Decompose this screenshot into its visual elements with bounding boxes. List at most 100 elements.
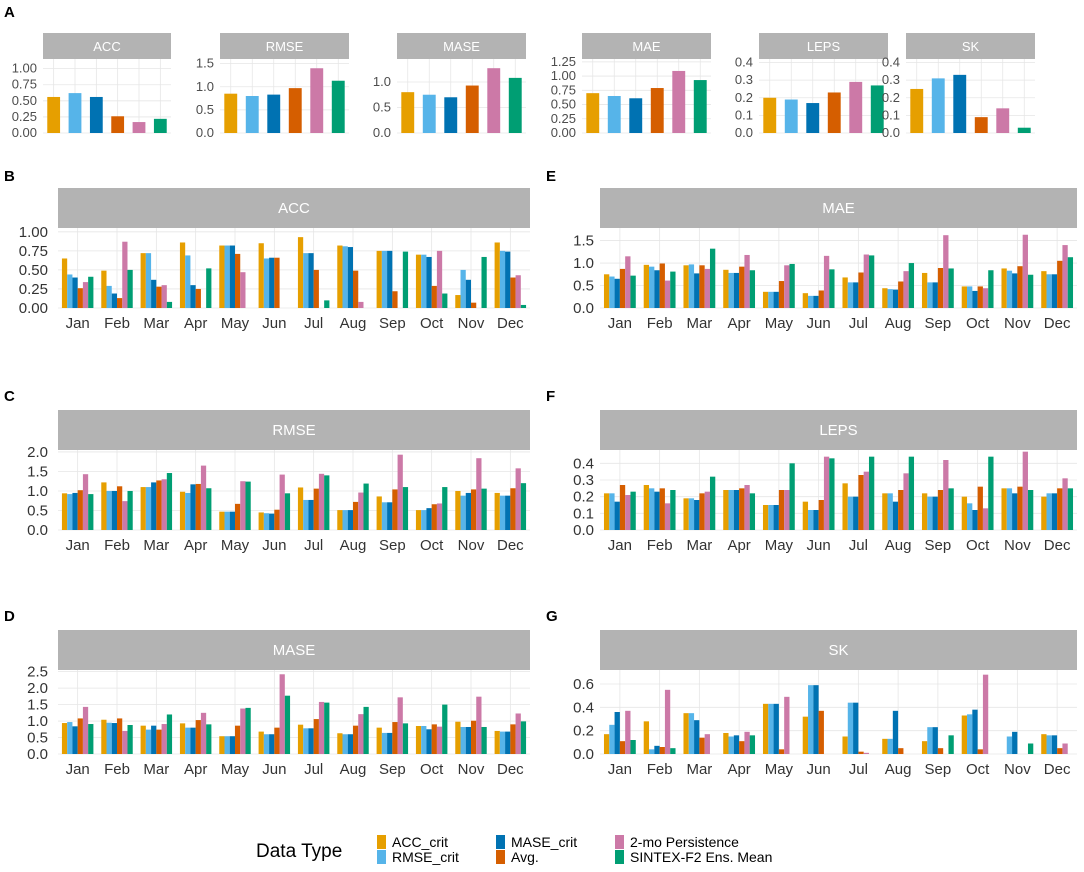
- bar-sintex-f2-ens-mean-mar: [166, 714, 173, 754]
- bar-2-mo-persistence-dec: [515, 713, 521, 754]
- bar-avg-jan: [619, 268, 626, 308]
- bar-2-mo-persistence: [996, 108, 1010, 133]
- bar-mase-crit-jul: [853, 496, 859, 530]
- x-tick-label: Nov: [1004, 537, 1031, 554]
- bar-2-mo-persistence-mar: [704, 268, 710, 308]
- y-tick-label: 0.2: [573, 489, 594, 506]
- bar-avg-dec: [1057, 260, 1063, 308]
- bar-2-mo-persistence-feb: [664, 689, 671, 754]
- bar-acc-crit-dec: [494, 242, 500, 308]
- bar-rmse-crit-mar: [688, 713, 695, 754]
- bar-avg-jun: [818, 290, 824, 308]
- bar-acc-crit-mar: [140, 487, 146, 530]
- panel-e-mae: 0.0 0.5 1.0 1.5 Jan Feb Mar Apr May Jun Jul Aug Sep O…: [573, 188, 1077, 332]
- bar-rmse-crit-jul: [847, 702, 854, 754]
- bar-mase-crit-nov: [465, 279, 471, 308]
- bar-avg-sep: [392, 722, 398, 754]
- bar-rmse-crit-aug: [887, 738, 893, 754]
- bar-mase-crit-feb: [654, 745, 660, 754]
- bar-rmse-crit-aug: [887, 493, 893, 530]
- y-tick-label: 1.0: [373, 74, 391, 89]
- bar-mase-crit: [267, 94, 281, 133]
- bar-2-mo-persistence-feb: [664, 503, 671, 530]
- bar-avg-jan: [77, 718, 83, 754]
- bar-acc-crit-sep: [921, 272, 928, 308]
- bar-avg-nov: [471, 302, 477, 308]
- x-tick-label: Dec: [1044, 761, 1071, 778]
- bar-avg-nov: [471, 489, 477, 530]
- bar-acc-crit-apr: [723, 490, 729, 530]
- bar-avg: [465, 85, 479, 133]
- bar-mase-crit-mar: [151, 725, 157, 754]
- bar-2-mo-persistence-oct: [982, 288, 989, 308]
- y-tick-label: 1.00: [19, 224, 48, 241]
- y-tick-label: 0.0: [27, 746, 48, 763]
- bar-mase-crit-aug: [347, 247, 353, 308]
- bar-avg-oct: [977, 749, 983, 754]
- panel-strip: [600, 410, 1077, 450]
- bar-rmse-crit-feb: [106, 490, 112, 530]
- x-tick-label: Jun: [807, 315, 831, 332]
- bar-avg-dec: [510, 488, 516, 530]
- bar-avg-sep: [392, 489, 398, 530]
- bar-2-mo-persistence: [487, 68, 501, 133]
- x-tick-label: Oct: [420, 761, 444, 778]
- bar-2-mo-persistence-apr: [200, 712, 207, 754]
- y-tick-label: 0.1: [573, 505, 594, 522]
- bar-2-mo-persistence-aug: [903, 271, 909, 308]
- bar-2-mo-persistence-may: [784, 696, 790, 754]
- bar-rmse-crit-mar: [145, 253, 152, 308]
- panel-title: LEPS: [819, 422, 857, 439]
- bar-avg-may: [235, 725, 241, 754]
- bar-2-mo-persistence-jan: [625, 710, 631, 754]
- bar-rmse-crit-feb: [649, 749, 655, 754]
- bar-2-mo-persistence-jul: [318, 701, 325, 754]
- bar-mase-crit-jun: [813, 685, 819, 754]
- bar-rmse-crit-oct: [967, 503, 973, 530]
- bar-mase-crit: [89, 96, 103, 133]
- bar-rmse-crit-jan: [609, 493, 615, 530]
- y-tick-label: 0.1: [882, 107, 900, 122]
- bar-rmse-crit-feb: [106, 722, 112, 754]
- x-tick-label: May: [221, 315, 250, 332]
- bar-avg-jun: [818, 710, 824, 754]
- bar-sintex-f2-ens-mean: [870, 85, 884, 133]
- y-tick-label: 0.0: [196, 125, 214, 140]
- bar-avg-sep: [937, 268, 944, 308]
- y-tick-label: 0.5: [27, 502, 48, 519]
- bar-rmse-crit-nov: [1006, 270, 1013, 308]
- bar-sintex-f2-ens-mean-jan: [630, 275, 636, 308]
- bar-avg-nov: [1017, 266, 1023, 308]
- bar-2-mo-persistence-aug: [358, 492, 364, 530]
- bar-sintex-f2-ens-mean-may: [245, 707, 251, 754]
- bar-avg-dec: [1057, 748, 1063, 754]
- bar-sintex-f2-ens-mean-mar: [166, 301, 173, 308]
- panel-label-d: D: [4, 608, 15, 625]
- y-tick-label: 1.0: [27, 713, 48, 730]
- x-tick-label: Mar: [143, 761, 169, 778]
- x-tick-label: May: [221, 761, 250, 778]
- y-tick-label: 0.4: [882, 55, 900, 70]
- bar-2-mo-persistence-jan: [82, 282, 89, 308]
- bar-2-mo-persistence-mar: [161, 724, 167, 754]
- x-tick-label: Oct: [966, 537, 990, 554]
- bar-rmse-crit-jun: [808, 295, 814, 308]
- bar-mase-crit-jun: [269, 257, 275, 308]
- bar-acc-crit-may: [219, 245, 225, 308]
- bar-2-mo-persistence-mar: [704, 491, 710, 530]
- bar-avg-oct: [431, 285, 437, 308]
- bar-acc-crit-nov: [1001, 268, 1007, 308]
- bar-mase-crit-jan: [614, 712, 620, 754]
- bar-mase-crit-nov: [465, 492, 471, 530]
- bar-2-mo-persistence-may: [784, 490, 790, 530]
- bar-avg-jul: [313, 719, 319, 754]
- bar-mase-crit-jan: [72, 726, 78, 754]
- bar-avg: [974, 117, 988, 133]
- bar-sintex-f2-ens-mean-apr: [206, 724, 212, 754]
- bar-rmse-crit-jun: [263, 513, 270, 530]
- bar-sintex-f2-ens-mean-jun: [829, 458, 835, 530]
- bar-sintex-f2-ens-mean-feb: [127, 269, 133, 308]
- bar-mase-crit-jan: [72, 492, 78, 530]
- bar-mase-crit-nov: [1012, 731, 1018, 754]
- bar-mase-crit-jun: [813, 295, 819, 308]
